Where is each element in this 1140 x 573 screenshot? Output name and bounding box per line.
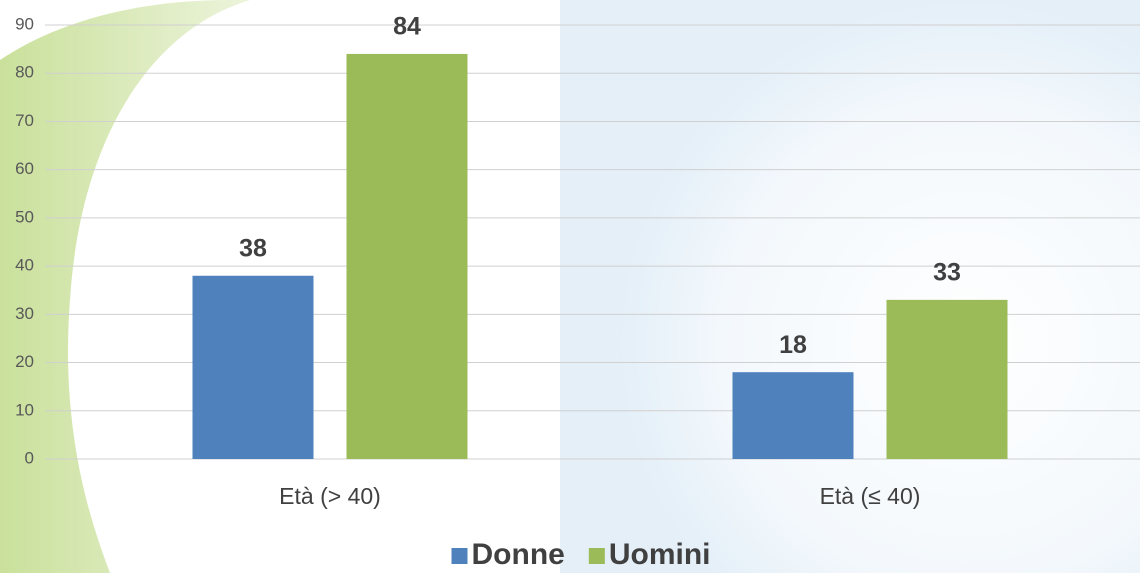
y-tick-label: 0 <box>25 448 34 467</box>
x-tick-label: Età (> 40) <box>279 483 381 509</box>
background-blue <box>560 0 1140 573</box>
legend-label: Uomini <box>609 538 711 571</box>
value-label: 33 <box>933 258 961 286</box>
legend-label: Donne <box>472 538 565 571</box>
bar <box>886 299 1008 459</box>
y-tick-label: 40 <box>15 256 34 275</box>
bar <box>732 372 854 459</box>
y-tick-label: 60 <box>15 159 34 178</box>
y-tick-label: 70 <box>15 111 34 130</box>
bar <box>192 275 314 459</box>
legend-swatch <box>588 548 605 564</box>
y-tick-label: 10 <box>15 400 34 419</box>
value-label: 18 <box>779 331 807 359</box>
y-tick-label: 90 <box>15 14 34 33</box>
y-tick-label: 80 <box>15 63 34 82</box>
value-label: 84 <box>393 13 421 41</box>
legend-swatch <box>451 548 468 564</box>
bar <box>346 53 468 459</box>
value-label: 38 <box>239 234 267 262</box>
background-swoosh <box>0 0 250 573</box>
x-tick-label: Età (≤ 40) <box>820 483 921 509</box>
y-tick-label: 30 <box>15 304 34 323</box>
y-tick-label: 50 <box>15 207 34 226</box>
y-tick-label: 20 <box>15 352 34 371</box>
